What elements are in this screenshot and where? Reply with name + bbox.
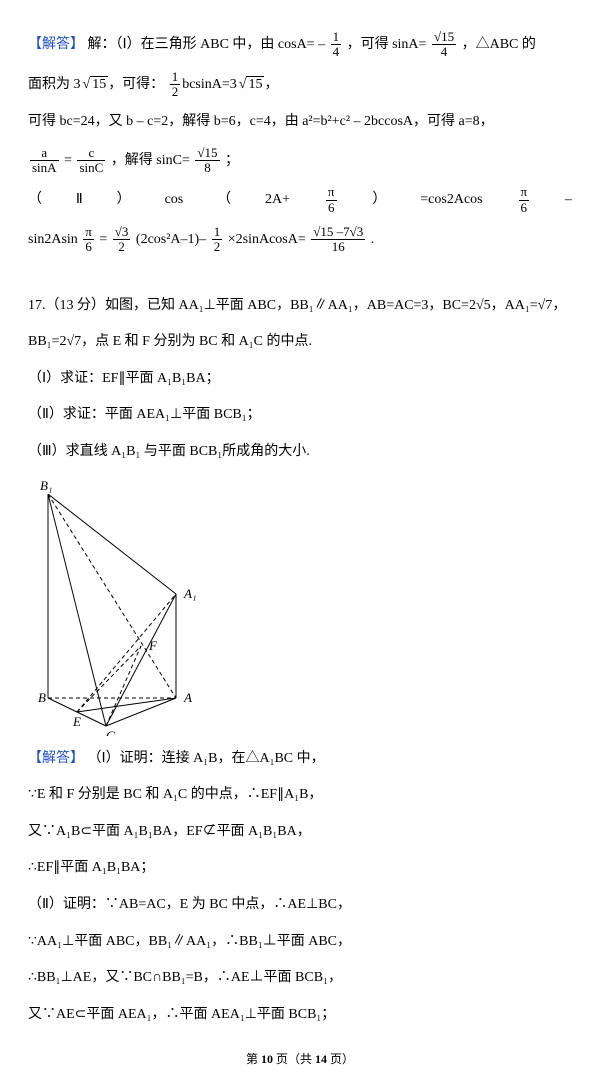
text: ） [117,187,131,214]
problem-17-part-2: （Ⅱ）求证：平面 AEA₁⊥平面 BCB₁； [28,402,572,429]
text: ， [264,77,278,92]
text: bcsinA=3 [182,77,237,92]
solution-2-line-5: （Ⅱ）证明：∵AB=AC，E 为 BC 中点，∴AE⊥BC， [28,892,572,919]
fraction: 12 [212,225,223,255]
text: 2A+ [265,187,290,214]
text: 第 [246,1052,261,1066]
problem-17-part-3: （Ⅲ）求直线 A₁B₁ 与平面 BCB₁所成角的大小. [28,439,572,466]
solution-2-line-7: ∴BB₁⊥AE，又∵BC∩BB₁=B，∴AE⊥平面 BCB₁， [28,965,572,992]
svg-text:C: C [106,728,115,736]
text: (2cos²A–1)– [136,232,206,247]
text: 面积为 3 [28,77,81,92]
solution-1-line-5: （ Ⅱ ） cos （ 2A+ π6 ） =cos2Acos π6 – [28,185,572,215]
problem-17-part-1: （Ⅰ）求证：EF∥平面 A₁B₁BA； [28,366,572,393]
text: （ [28,187,42,214]
text: – [565,187,572,214]
text: ，解得 sinC= [111,153,190,168]
solution-2-line-3: 又∵A₁B⊂平面 A₁B₁BA，EF⊄平面 A₁B₁BA， [28,819,572,846]
spacer [28,265,572,283]
fraction: π6 [326,185,337,215]
text: sin2Asin [28,232,78,247]
text: Ⅱ [76,187,83,214]
text: ×2sinAcosA= [228,232,306,247]
svg-text:B₁: B₁ [40,478,52,493]
svg-text:B: B [38,690,46,705]
fraction: 12 [170,70,181,100]
svg-text:E: E [72,714,81,729]
solution-1-line-3: 可得 bc=24，又 b – c=2，解得 b=6，c=4，由 a²=b²+c²… [28,109,572,136]
text: 页（共 [273,1052,315,1066]
text: = [99,232,107,247]
svg-text:F: F [148,638,158,653]
geometry-figure: B C A A₁ B₁ E F [28,476,208,736]
page-footer: 第 10 页（共 14 页） [28,1048,572,1071]
solution-2-line-8: 又∵AE⊂平面 AEA₁，∴平面 AEA₁⊥平面 BCB₁； [28,1002,572,1029]
text: ； [225,153,239,168]
solution-label: 【解答】 [28,37,84,52]
text: ，可得 sinA= [347,37,427,52]
solution-2-line-6: ∵AA₁⊥平面 ABC，BB₁∥AA₁，∴BB₁⊥平面 ABC， [28,929,572,956]
fraction: π6 [83,225,94,255]
fraction: 14 [331,30,342,60]
solution-1-line-6: sin2Asin π6 = √32 (2cos²A–1)– 12 ×2sinAc… [28,225,572,255]
page-num: 10 [261,1052,273,1066]
solution-1-line-1: 【解答】 解：（Ⅰ）在三角形 ABC 中，由 cosA= – 14 ，可得 si… [28,30,572,60]
fraction: asinA [30,146,59,176]
text: ，△ABC 的 [462,37,536,52]
text: （Ⅰ）证明：连接 A₁B，在△A₁BC 中， [88,751,325,766]
sqrt: 15 [237,72,265,99]
text: cos [165,187,184,214]
text: 解：（Ⅰ）在三角形 ABC 中，由 cosA= – [88,37,326,52]
fraction: √154 [432,30,456,60]
text: =cos2Acos [420,187,482,214]
sqrt: 15 [81,72,109,99]
solution-1-line-2: 面积为 315，可得： 12bcsinA=315， [28,70,572,100]
fraction: csinC [77,146,105,176]
svg-text:A: A [183,690,192,705]
fraction: √15 –7√316 [311,225,365,255]
solution-2-line-2: ∵E 和 F 分别是 BC 和 A₁C 的中点，∴EF∥A₁B， [28,782,572,809]
text: ，可得： [108,77,164,92]
svg-text:A₁: A₁ [183,586,196,601]
solution-label: 【解答】 [28,751,84,766]
text: 页） [327,1052,354,1066]
text: ） [372,187,386,214]
text: = [64,153,72,168]
problem-17-line-1: 17.（13 分）如图，已知 AA₁⊥平面 ABC，BB₁∥AA₁，AB=AC=… [28,293,572,320]
solution-2-line-1: 【解答】 （Ⅰ）证明：连接 A₁B，在△A₁BC 中， [28,746,572,773]
problem-17-line-2: BB₁=2√7，点 E 和 F 分别为 BC 和 A₁C 的中点. [28,329,572,356]
fraction: π6 [519,185,530,215]
solution-1-line-4: asinA = csinC ，解得 sinC= √158 ； [28,146,572,176]
fraction: √158 [195,146,219,176]
fraction: √32 [113,225,131,255]
text: （ [217,187,231,214]
total-pages: 14 [315,1052,327,1066]
text: . [371,232,375,247]
solution-2-line-4: ∴EF∥平面 A₁B₁BA； [28,855,572,882]
